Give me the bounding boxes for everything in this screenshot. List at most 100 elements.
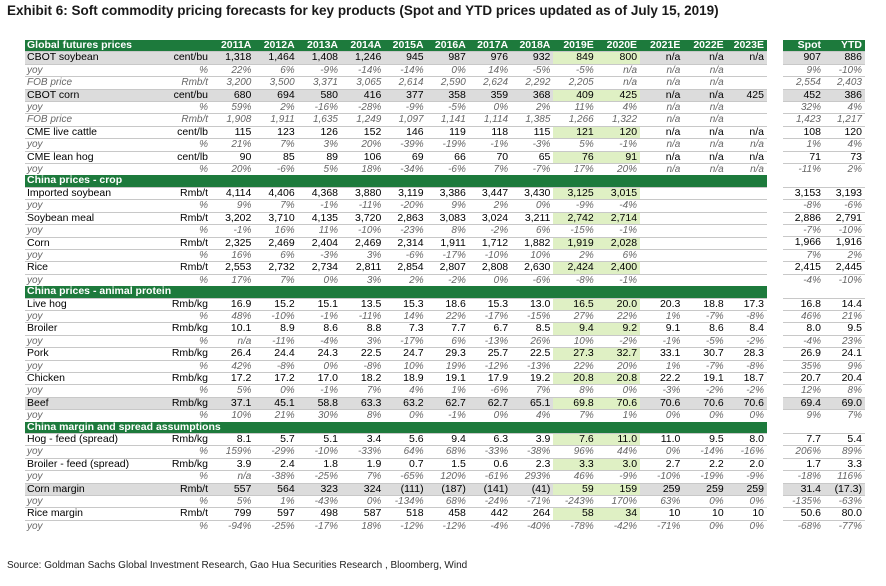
spot-cell: 12% bbox=[783, 384, 824, 398]
value-cell: 3% bbox=[341, 334, 385, 348]
value-cell: 359 bbox=[468, 88, 512, 102]
value-cell: 932 bbox=[511, 51, 554, 65]
row-unit: cent/bu bbox=[151, 88, 212, 102]
value-cell: 7.3 bbox=[384, 322, 427, 336]
spot-cell: -7% bbox=[783, 224, 824, 237]
value-cell: 2% bbox=[511, 101, 554, 114]
ytd-cell: 116% bbox=[824, 470, 865, 484]
value-cell: 799 bbox=[211, 507, 255, 521]
value-cell: 22.5 bbox=[511, 347, 554, 361]
value-cell: 2,028 bbox=[596, 236, 641, 250]
spot-cell: -18% bbox=[783, 470, 824, 484]
table-row: Corn Rmb/t 2,325 2,469 2,404 2,469 2,314 1,911 1… bbox=[25, 236, 767, 250]
row-unit: Rmb/t bbox=[151, 76, 212, 90]
table-row: Hog - feed (spread) Rmb/kg 8.1 5.7 5.1 3.4 5.6… bbox=[25, 432, 767, 446]
value-cell: 58.8 bbox=[297, 396, 341, 410]
value-cell: 1,141 bbox=[426, 113, 469, 127]
value-cell: -17% bbox=[468, 309, 512, 323]
value-cell: 259 bbox=[640, 482, 684, 496]
value-cell: 17.3 bbox=[726, 297, 767, 311]
value-cell: 2.7 bbox=[640, 457, 684, 471]
value-cell: 14% bbox=[468, 63, 512, 77]
value-cell: 119 bbox=[426, 125, 469, 139]
value-cell: -10% bbox=[468, 248, 512, 262]
value-cell: -40% bbox=[511, 519, 554, 533]
value-cell: 0.7 bbox=[384, 457, 427, 471]
exhibit-title: Exhibit 6: Soft commodity pricing foreca… bbox=[7, 3, 719, 18]
value-cell: 442 bbox=[468, 507, 512, 521]
side-row: 9% 7% bbox=[783, 409, 865, 422]
value-cell: 409 bbox=[553, 88, 597, 102]
value-cell: 2,714 bbox=[596, 211, 641, 225]
value-cell: 2% bbox=[468, 199, 512, 213]
value-cell: 159% bbox=[211, 445, 255, 459]
side-row: 206% 89% bbox=[783, 445, 865, 459]
value-cell: -42% bbox=[596, 519, 641, 533]
value-cell: 5% bbox=[297, 163, 341, 176]
value-cell: 358 bbox=[426, 88, 469, 102]
value-cell: n/a bbox=[211, 334, 255, 348]
row-unit: % bbox=[151, 495, 212, 508]
value-cell: 46% bbox=[553, 470, 597, 484]
row-label: CBOT corn bbox=[25, 88, 152, 102]
sub-row: yoy% 42% -8% 0% -8% 10% 19% -12% -13% 22% 20% 1% -7%… bbox=[25, 359, 767, 373]
value-cell: -1% bbox=[211, 224, 255, 237]
value-cell: 3,083 bbox=[426, 211, 469, 225]
value-cell: 21% bbox=[254, 409, 298, 422]
row-unit: Rmb/t bbox=[151, 211, 212, 225]
side-row: 1,966 1,916 bbox=[783, 236, 865, 250]
value-cell: 58 bbox=[553, 507, 597, 521]
spot-cell: 71 bbox=[783, 150, 824, 164]
value-cell: -9% bbox=[553, 199, 597, 213]
value-cell: 34 bbox=[596, 507, 641, 521]
table-row: CBOT corn cent/bu 680 694 580 416 377 358 359 368… bbox=[25, 88, 767, 102]
side-gap bbox=[783, 286, 865, 298]
value-cell: 118 bbox=[468, 125, 512, 139]
header-year: 2015A bbox=[384, 40, 427, 52]
value-cell: -1% bbox=[596, 224, 641, 237]
value-cell bbox=[683, 211, 727, 225]
value-cell: 11.0 bbox=[596, 432, 641, 446]
row-unit: % bbox=[151, 409, 212, 422]
value-cell: 4% bbox=[596, 101, 641, 114]
row-unit: % bbox=[151, 309, 212, 323]
row-label: yoy bbox=[25, 495, 152, 508]
value-cell: 3,386 bbox=[426, 186, 469, 200]
spot-cell: 452 bbox=[783, 88, 824, 102]
value-cell: 5.6 bbox=[384, 432, 427, 446]
row-label: yoy bbox=[25, 445, 152, 459]
value-cell: n/a bbox=[640, 76, 684, 90]
spot-cell: 26.9 bbox=[783, 347, 824, 361]
header-year: 2012A bbox=[254, 40, 298, 52]
row-label: Chicken bbox=[25, 371, 152, 385]
value-cell: -71% bbox=[640, 519, 684, 533]
value-cell: 1,464 bbox=[254, 51, 298, 65]
table-row: CBOT soybean cent/bu 1,318 1,464 1,408 1,246 9… bbox=[25, 51, 767, 65]
value-cell: 2,469 bbox=[254, 236, 298, 250]
spot-cell: 16.8 bbox=[783, 297, 824, 311]
spot-cell: 31.4 bbox=[783, 482, 824, 496]
value-cell: 69 bbox=[384, 150, 427, 164]
row-label: Beef bbox=[25, 396, 152, 410]
side-row: 12% 8% bbox=[783, 384, 865, 398]
value-cell: 498 bbox=[297, 507, 341, 521]
row-unit: Rmb/kg bbox=[151, 457, 212, 471]
value-cell: 2,325 bbox=[211, 236, 255, 250]
side-header: Spot bbox=[783, 40, 824, 52]
sub-row: FOB price Rmb/t 1,908 1,911 1,635 1,249 1,097 1… bbox=[25, 113, 767, 127]
value-cell: 1,908 bbox=[211, 113, 255, 127]
value-cell: 115 bbox=[211, 125, 255, 139]
value-cell: 22% bbox=[211, 63, 255, 77]
value-cell: 27% bbox=[553, 309, 597, 323]
value-cell: 3,200 bbox=[211, 76, 255, 90]
ytd-cell: 1,916 bbox=[824, 236, 865, 250]
value-cell: -17% bbox=[384, 334, 427, 348]
value-cell: 2.0 bbox=[726, 457, 767, 471]
value-cell: -43% bbox=[297, 495, 341, 508]
value-cell: 152 bbox=[341, 125, 385, 139]
value-cell: 70.6 bbox=[683, 396, 727, 410]
value-cell: 17.2 bbox=[211, 371, 255, 385]
value-cell: 159 bbox=[596, 482, 641, 496]
value-cell: -8% bbox=[726, 309, 767, 323]
value-cell: 4,135 bbox=[297, 211, 341, 225]
